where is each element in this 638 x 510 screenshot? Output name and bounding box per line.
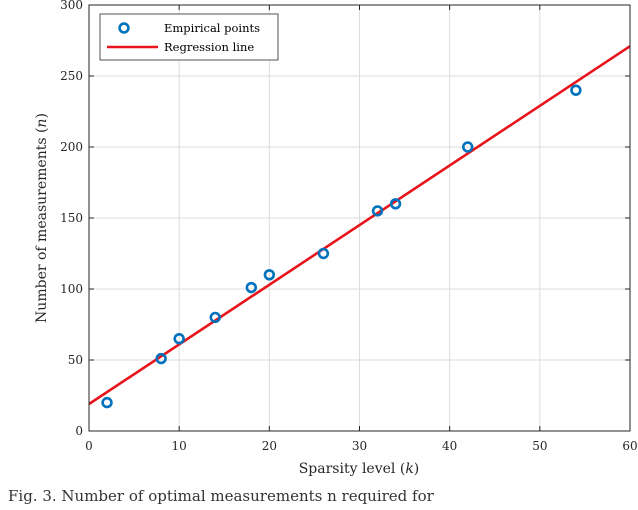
x-axis-title: Sparsity level (k) (299, 461, 420, 477)
y-tick-label: 200 (60, 140, 83, 154)
data-point (245, 281, 258, 294)
y-axis-title-text: Number of measurements (n) (34, 113, 50, 323)
y-tick-label: 100 (60, 282, 83, 296)
x-tick-label: 60 (622, 439, 637, 453)
x-tick-label: 40 (442, 439, 457, 453)
figure-caption: Fig. 3. Number of optimal measurements n… (8, 487, 434, 505)
grid (89, 5, 630, 431)
y-tick-label: 300 (60, 0, 83, 12)
x-tick-label: 50 (532, 439, 547, 453)
x-tick-label: 20 (262, 439, 277, 453)
data-point (317, 247, 330, 260)
x-tick-label: 30 (352, 439, 367, 453)
data-point (570, 84, 582, 96)
xlabel-text-variable: k (405, 461, 413, 477)
ylabel-text-variable: n (34, 119, 50, 128)
y-tick-label: 250 (60, 69, 83, 83)
legend-label-regression: Regression line (164, 40, 254, 54)
y-tick-label: 0 (75, 424, 83, 438)
y-axis-title: Number of measurements (n) (34, 113, 50, 323)
data-point (155, 352, 167, 365)
data-point (263, 269, 276, 281)
y-axis: 0 50 100 150 200 250 300 (60, 0, 630, 438)
data-point (371, 205, 384, 217)
scatter-layer (101, 84, 582, 409)
chart: 0 10 20 30 40 50 60 0 50 100 150 200 250 300 Sparsit… (34, 0, 638, 477)
y-tick-label: 150 (60, 211, 83, 225)
legend-box (99, 13, 279, 61)
data-point (462, 141, 474, 153)
legend-label-empirical: Empirical points (164, 21, 260, 35)
data-point (101, 396, 113, 409)
x-axis-title-text: Sparsity level (k) (299, 461, 420, 477)
x-tick-label: 10 (172, 439, 187, 453)
data-point (209, 311, 221, 324)
y-tick-label: 50 (68, 353, 83, 367)
legend: Empirical points Regression line (99, 13, 279, 61)
data-point (173, 333, 185, 345)
x-tick-label: 0 (85, 439, 93, 453)
legend-marker-empirical (118, 22, 130, 34)
x-axis: 0 10 20 30 40 50 60 (85, 5, 638, 453)
data-point (389, 198, 402, 210)
